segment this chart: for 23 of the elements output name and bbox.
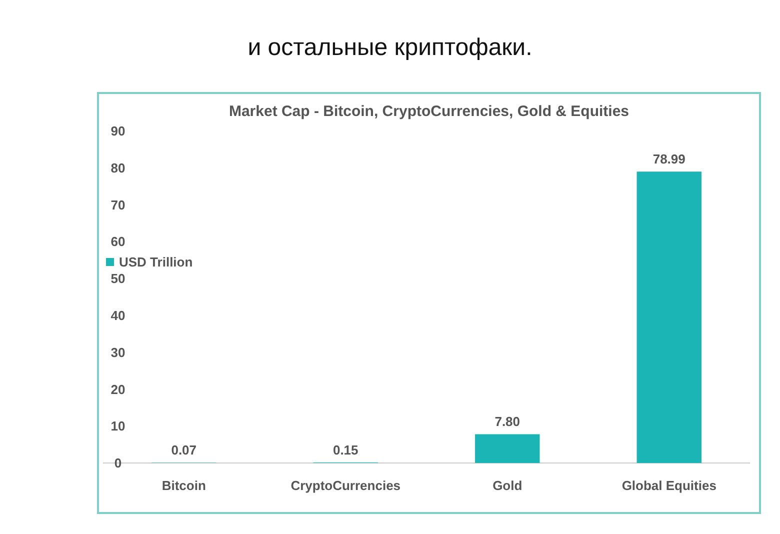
legend-label: USD Trillion [119,254,193,270]
x-tick-label: Global Equities [622,478,716,493]
bar [636,172,702,463]
y-tick-label: 40 [110,308,126,323]
y-tick-label: 50 [110,271,126,286]
y-tick-label: 20 [110,382,126,397]
text: 0.07 [171,442,197,458]
y-tick-label: 30 [110,344,126,360]
y-tick-label: 0 [114,456,122,471]
y-tick-label: 90 [110,124,126,139]
y-tick-label: 70 [110,197,126,212]
text: 7.80 [494,414,520,430]
chart-title: и остальные криптофаки. [248,34,532,61]
text: 78.99 [652,152,686,167]
x-tick-label: Gold [492,478,522,493]
y-tick-label: 10 [110,418,126,434]
y-tick-label: 60 [110,234,126,250]
chart-subtitle: Market Cap - Bitcoin, CryptoCurrencies, Gold & Equities [228,103,630,120]
y-tick-label: 80 [110,160,126,176]
bar [475,434,540,463]
x-tick-label: CryptoCurrencies [290,478,401,493]
x-tick-label: Bitcoin [162,478,206,493]
text: 0.15 [332,442,358,458]
